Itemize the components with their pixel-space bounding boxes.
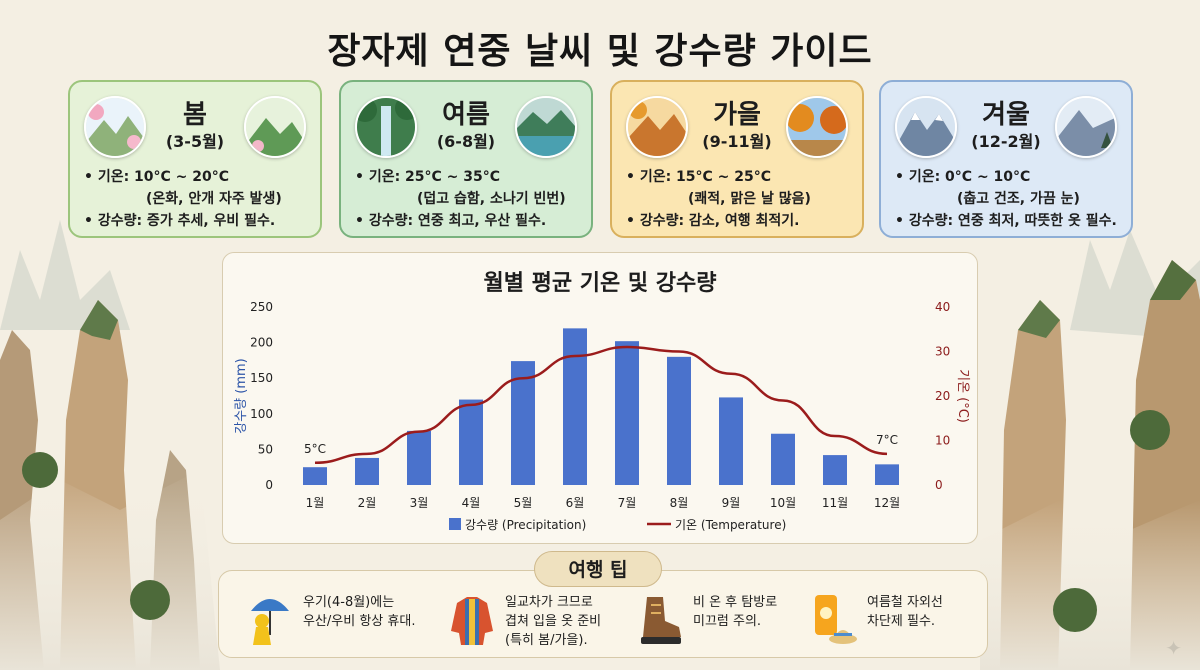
bar-2월 <box>355 457 379 485</box>
y2-axis-label: 기온 (°C) <box>955 369 970 423</box>
season-card-autumn: 가을 (9-11월) • 기온: 15°C ~ 25°C (쾌적, 맑은 날 많… <box>610 80 864 238</box>
page-title: 장자제 연중 날씨 및 강수량 가이드 <box>327 31 873 72</box>
x-tick-label: 4월 <box>462 496 481 510</box>
x-tick-label: 9월 <box>722 496 741 510</box>
chart-panel: 0 50 100 150 200 250 0 10 20 30 40 강수량 (mm) 기온 (°C) 1… <box>222 252 978 544</box>
bar-1월 <box>303 467 327 485</box>
bar-3월 <box>407 430 431 485</box>
sparkle-icon: ✦ <box>1165 636 1182 660</box>
season-temp-note: (덥고 습함, 소나기 빈번) <box>417 191 566 207</box>
bar-6월 <box>563 328 587 485</box>
y2-tick-label: 0 <box>935 478 943 492</box>
bar-12월 <box>875 464 899 485</box>
x-tick-label: 1월 <box>306 496 325 510</box>
season-temp-note: (춥고 건조, 가끔 눈) <box>957 191 1080 207</box>
season-rain: • 강수량: 연중 최고, 우산 필수. <box>355 213 547 229</box>
rainy-lake-icon <box>515 96 577 158</box>
green-mountain-icon <box>244 96 306 158</box>
cherry-blossom-mountain-icon <box>84 96 146 158</box>
bar-10월 <box>771 433 795 485</box>
forest-waterfall-icon <box>355 96 417 158</box>
bar-5월 <box>511 361 535 485</box>
season-card-summer: 여름 (6-8월) • 기온: 25°C ~ 35°C (덥고 습함, 소나기 … <box>339 80 593 238</box>
season-name: 봄 <box>183 100 207 130</box>
temperature-line <box>314 345 888 464</box>
season-temp: • 기온: 10°C ~ 20°C <box>84 169 230 185</box>
season-name: 가을 <box>713 100 761 130</box>
x-tick-label: 5월 <box>514 496 533 510</box>
y2-tick-label: 10 <box>935 434 950 448</box>
x-tick-label: 11월 <box>822 496 848 510</box>
autumn-tree-icon <box>786 96 848 158</box>
tip-text: 비 온 후 탐방로 미끄럼 주의. <box>693 595 778 629</box>
season-months: (6-8월) <box>436 132 496 151</box>
season-card-spring: 봄 (3-5월) • 기온: 10°C ~ 20°C (온화, 안개 자주 발생… <box>68 80 322 238</box>
autumn-valley-icon <box>626 96 688 158</box>
tips-title: 여행 팁 <box>534 551 662 587</box>
annotation-last-temp: 7°C <box>876 433 898 447</box>
y2-tick-label: 30 <box>935 345 950 359</box>
legend-precip-label: 강수량 (Precipitation) <box>465 518 586 532</box>
season-temp: • 기온: 25°C ~ 35°C <box>355 169 501 185</box>
y-tick-label: 0 <box>265 478 273 492</box>
sunscreen-hat-icon <box>811 591 857 647</box>
tip-text: 일교차가 크므로 겹쳐 입을 옷 준비 (특히 봄/가을). <box>505 595 602 648</box>
x-tick-label: 6월 <box>566 496 585 510</box>
y-axis-label: 강수량 (mm) <box>234 358 249 433</box>
bar-4월 <box>459 399 483 485</box>
tip-text: 우기(4-8월)에는 우산/우비 항상 휴대. <box>303 595 416 629</box>
bar-7월 <box>615 341 639 485</box>
x-tick-label: 2월 <box>358 496 377 510</box>
legend-temp-label: 기온 (Temperature) <box>675 518 786 532</box>
season-temp: • 기온: 15°C ~ 25°C <box>626 169 772 185</box>
hiking-boot-icon <box>637 591 683 647</box>
season-months: (12-2월) <box>971 132 1041 151</box>
x-tick-label: 3월 <box>410 496 429 510</box>
y-tick-label: 250 <box>250 300 273 314</box>
season-temp: • 기온: 0°C ~ 10°C <box>895 169 1031 185</box>
x-tick-label: 12월 <box>874 496 900 510</box>
season-card-winter: 겨울 (12-2월) • 기온: 0°C ~ 10°C (춥고 건조, 가끔 눈… <box>879 80 1133 238</box>
x-tick-label: 10월 <box>770 496 796 510</box>
season-rain: • 강수량: 연중 최저, 따뜻한 옷 필수. <box>895 213 1117 229</box>
y2-tick-label: 40 <box>935 300 950 314</box>
bar-11월 <box>823 455 847 485</box>
layered-jacket-icon <box>449 591 495 647</box>
chart-title: 월별 평균 기온 및 강수량 <box>483 271 717 296</box>
y-tick-label: 150 <box>250 371 273 385</box>
season-name: 겨울 <box>982 100 1030 130</box>
season-temp-note: (온화, 안개 자주 발생) <box>146 191 282 207</box>
y2-tick-label: 20 <box>935 389 950 403</box>
snowy-peaks-icon <box>895 96 957 158</box>
bar-9월 <box>719 397 743 485</box>
tips-panel: 여행 팁 우기(4-8월)에는 우산/우비 항상 휴대. 일교차가 크므로 겹쳐… <box>218 551 988 658</box>
season-temp-note: (쾌적, 맑은 날 많음) <box>688 191 811 207</box>
bar-8월 <box>667 356 691 485</box>
y-tick-label: 100 <box>250 407 273 421</box>
x-tick-label: 7월 <box>618 496 637 510</box>
annotation-first-temp: 5°C <box>304 442 326 456</box>
snowy-pine-icon <box>1055 96 1117 158</box>
x-tick-label: 8월 <box>670 496 689 510</box>
season-rain: • 강수량: 감소, 여행 최적기. <box>626 213 800 229</box>
chart-svg: 0 50 100 150 200 250 0 10 20 30 40 강수량 (mm) 기온 (°C) 1… <box>234 300 970 532</box>
y-tick-label: 200 <box>250 336 273 350</box>
tip-text: 여름철 자외선 차단제 필수. <box>867 595 943 629</box>
raincoat-umbrella-icon <box>247 591 293 647</box>
season-months: (3-5월) <box>165 132 225 151</box>
y-tick-label: 50 <box>258 442 273 456</box>
season-rain: • 강수량: 증가 추세, 우비 필수. <box>84 213 276 229</box>
season-name: 여름 <box>442 100 490 130</box>
season-months: (9-11월) <box>702 132 772 151</box>
legend-precip-swatch <box>449 518 461 530</box>
